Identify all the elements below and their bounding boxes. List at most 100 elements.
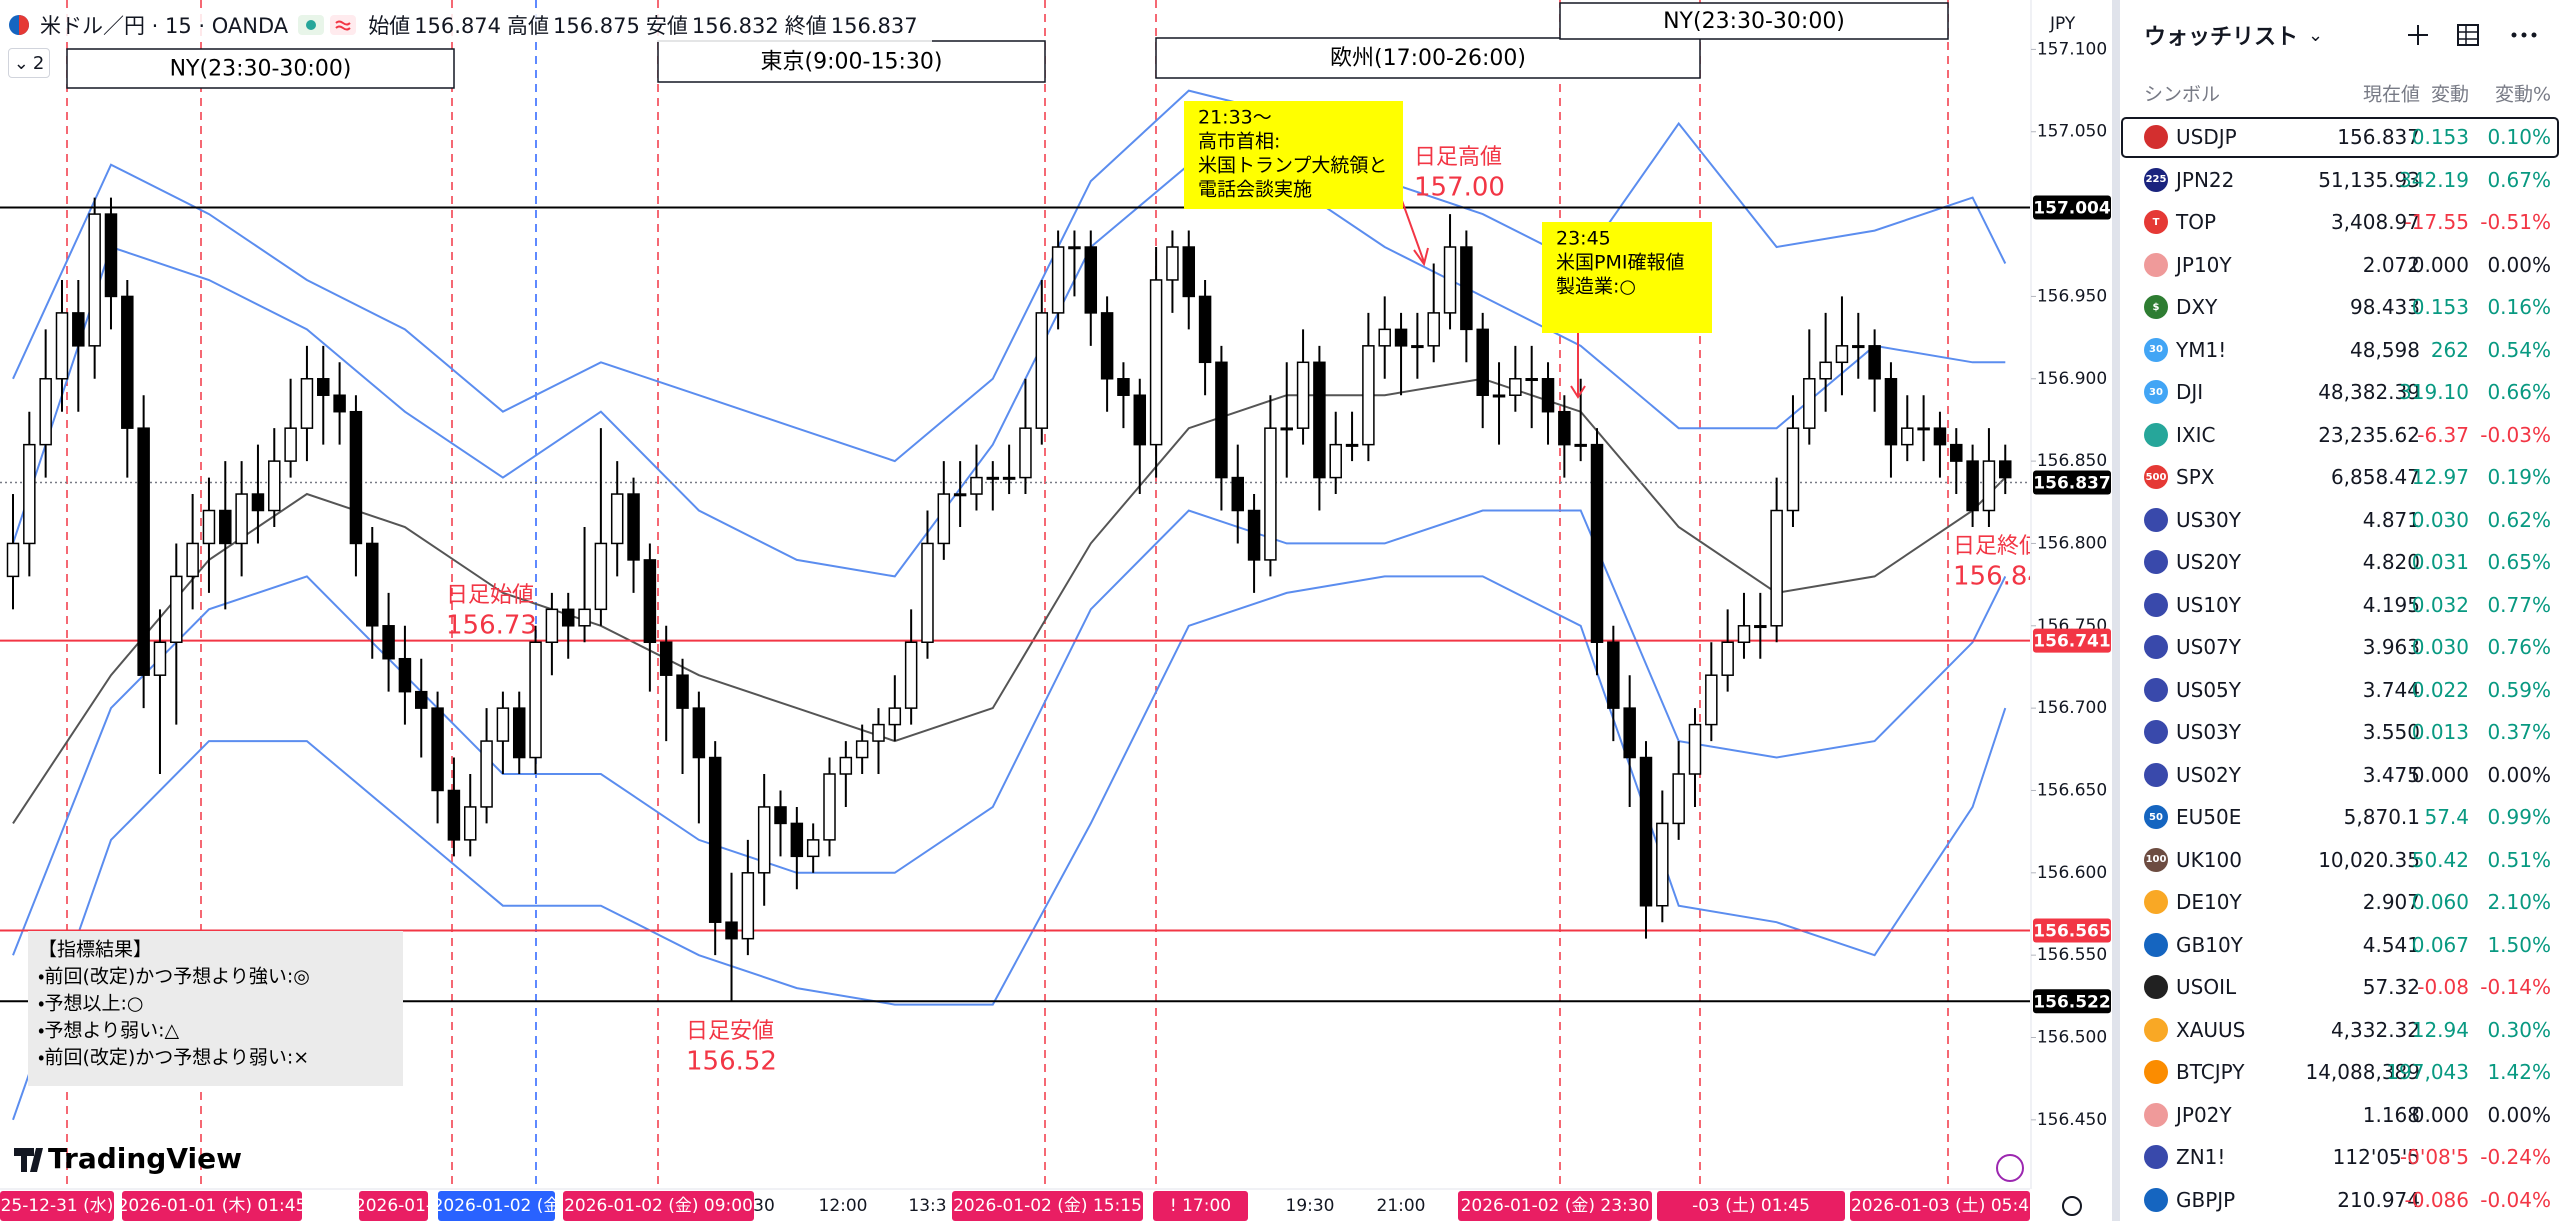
watchlist-row[interactable]: 100 UK100 10,020.35 50.42 0.51%	[2120, 839, 2560, 882]
candle-body	[1411, 345, 1424, 349]
candle-body	[88, 213, 101, 347]
watchlist-tools[interactable]	[2396, 20, 2546, 50]
price: 3.550	[2362, 720, 2420, 745]
candle-body	[1541, 378, 1555, 413]
event-note-text: 21:33～	[1198, 107, 1272, 129]
session-label: 欧州(17:00-26:00)	[1330, 46, 1526, 71]
column-title[interactable]: 変動%	[2494, 83, 2551, 106]
candle-body	[431, 707, 444, 792]
watchlist-row[interactable]: 30 YM1! 48,598 262 0.54%	[2120, 329, 2560, 372]
watchlist-row[interactable]: US05Y 3.744 0.022 0.59%	[2120, 669, 2560, 712]
y-tick-label: 156.650	[2037, 780, 2107, 800]
watchlist-row[interactable]: US10Y 4.195 0.032 0.77%	[2120, 584, 2560, 627]
column-title[interactable]: 変動	[2430, 83, 2469, 106]
time-label: 30	[753, 1196, 775, 1216]
time-label: ! 17:00	[1170, 1196, 1231, 1216]
candle-body	[284, 427, 297, 462]
change-pct: 0.99%	[2487, 805, 2551, 830]
watchlist-row[interactable]: USOIL 57.32 -0.08 -0.14%	[2120, 966, 2560, 1009]
watchlist-row[interactable]: 225 JPN22 51,135.93 342.19 0.67%	[2120, 159, 2560, 202]
candle-body	[1280, 427, 1293, 431]
candle-body	[1476, 328, 1489, 396]
candle-body	[741, 872, 755, 940]
candle-body	[366, 542, 379, 627]
symbol-icon	[2144, 1145, 2168, 1170]
change: 0.013	[2411, 720, 2469, 745]
watchlist-header: ウォッチリスト ⌄	[2120, 0, 2560, 70]
watchlist-row[interactable]: GBPJP 210.974 -0.086 -0.04%	[2120, 1179, 2560, 1221]
price-note-label: 日足終値	[1953, 534, 2041, 559]
time-label: 2026-01-02 (金	[433, 1196, 561, 1216]
price-marker-label: 156.741	[2033, 632, 2110, 652]
candle-body	[1019, 427, 1032, 479]
settings-icon[interactable]	[2062, 1196, 2082, 1216]
price: 57.32	[2362, 975, 2420, 1000]
candle-body	[463, 806, 477, 841]
price-note-label: 日足始値	[446, 583, 534, 608]
watchlist-row[interactable]: T TOP 3,408.97 -17.55 -0.51%	[2120, 201, 2560, 244]
candle-body	[55, 312, 69, 380]
symbol: JP10Y	[2176, 252, 2232, 277]
watchlist-row[interactable]: US30Y 4.871 0.030 0.62%	[2120, 499, 2560, 542]
change: 0.067	[2411, 932, 2469, 957]
watchlist-row[interactable]: JP10Y 2.072 0.000 0.00%	[2120, 244, 2560, 287]
candle-body	[1182, 246, 1196, 298]
time-label-bg	[1153, 1191, 1248, 1221]
alert-icon	[1996, 1154, 2024, 1182]
candle-body	[1231, 476, 1244, 512]
symbol-icon: 100	[2144, 847, 2168, 872]
watchlist-title[interactable]: ウォッチリスト	[2144, 25, 2299, 50]
candle-body	[1672, 773, 1685, 825]
watchlist-row[interactable]: JP02Y 1.168 0.000 0.00%	[2120, 1094, 2560, 1137]
candle-body	[1313, 361, 1326, 479]
watchlist-row[interactable]: US20Y 4.820 0.031 0.65%	[2120, 541, 2560, 584]
results-text: ・予想より弱い:△	[38, 1020, 179, 1042]
indicator-toggle[interactable]: ⌄ 2	[8, 48, 50, 78]
price-marker	[2033, 989, 2111, 1014]
watchlist-row[interactable]: 500 SPX 6,858.47 12.97 0.19%	[2120, 456, 2560, 499]
results-text: ・前回(改定)かつ予想より弱い:×	[38, 1047, 309, 1069]
watchlist-row[interactable]: DE10Y 2.907 0.060 2.10%	[2120, 881, 2560, 924]
price: 3.475	[2362, 762, 2420, 787]
event-note	[1184, 101, 1403, 209]
watchlist-row[interactable]: $ DXY 98.433 0.153 0.16%	[2120, 286, 2560, 329]
watchlist-row[interactable]: ZN1! 112'05'5 -0'08'5 -0.24%	[2120, 1136, 2560, 1179]
price-axis: 157.100 157.050 156.950 156.900 156.850 156.8…	[2031, 39, 2111, 1130]
candle-body	[23, 443, 36, 545]
watchlist-row[interactable]: US03Y 3.550 0.013 0.37%	[2120, 711, 2560, 754]
watchlist-row[interactable]: BTCJPY 14,088,389 197,043 1.42%	[2120, 1051, 2560, 1094]
column-title[interactable]: シンボル	[2144, 83, 2221, 106]
change-pct: 0.66%	[2487, 380, 2551, 405]
column-title[interactable]: 現在値	[2362, 83, 2420, 106]
price: 4,332.32	[2330, 1017, 2420, 1042]
price: 112'05'5	[2332, 1145, 2420, 1170]
y-tick-label: 157.100	[2037, 39, 2107, 59]
indicator-count: 2	[32, 52, 45, 74]
change: 0.060	[2411, 890, 2469, 915]
symbol-icon	[2144, 677, 2168, 702]
watchlist-row[interactable]: 50 EU50E 5,870.1 57.4 0.99%	[2120, 796, 2560, 839]
price-note-value: 156.52	[686, 1047, 777, 1077]
candle-body	[643, 559, 657, 644]
candle-body	[1492, 394, 1506, 398]
watchlist-row[interactable]: US07Y 3.963 0.030 0.76%	[2120, 626, 2560, 669]
watchlist-row[interactable]: XAUUS 4,332.32 12.94 0.30%	[2120, 1009, 2560, 1052]
symbol-icon: 30	[2144, 337, 2168, 362]
candle-body	[137, 427, 150, 676]
candle-body	[970, 476, 983, 495]
price: 23,235.62	[2318, 422, 2420, 447]
symbol[interactable]: 米ドル／円 · 15 · OANDA	[40, 14, 289, 38]
watchlist-row[interactable]: IXIC 23,235.62 -6.37 -0.03%	[2120, 414, 2560, 457]
symbol: JP02Y	[2176, 1102, 2232, 1127]
candle-body	[1002, 476, 1016, 480]
watchlist-row[interactable]: 30 DJI 48,382.39 319.10 0.66%	[2120, 371, 2560, 414]
candle-body	[1247, 509, 1261, 561]
symbol-icon	[2144, 975, 2168, 1000]
watchlist-row[interactable]: GB10Y 4.541 0.067 1.50%	[2120, 924, 2560, 967]
watchlist-row[interactable]: USDJP 156.837 0.153 0.10%	[2120, 116, 2560, 159]
candle-body	[1819, 361, 1832, 380]
dropdown[interactable]: ⌄	[2308, 24, 2324, 46]
watchlist-row[interactable]: US02Y 3.475 0.000 0.00%	[2120, 754, 2560, 797]
candle-body	[839, 756, 853, 775]
price: 2.072	[2362, 252, 2420, 277]
